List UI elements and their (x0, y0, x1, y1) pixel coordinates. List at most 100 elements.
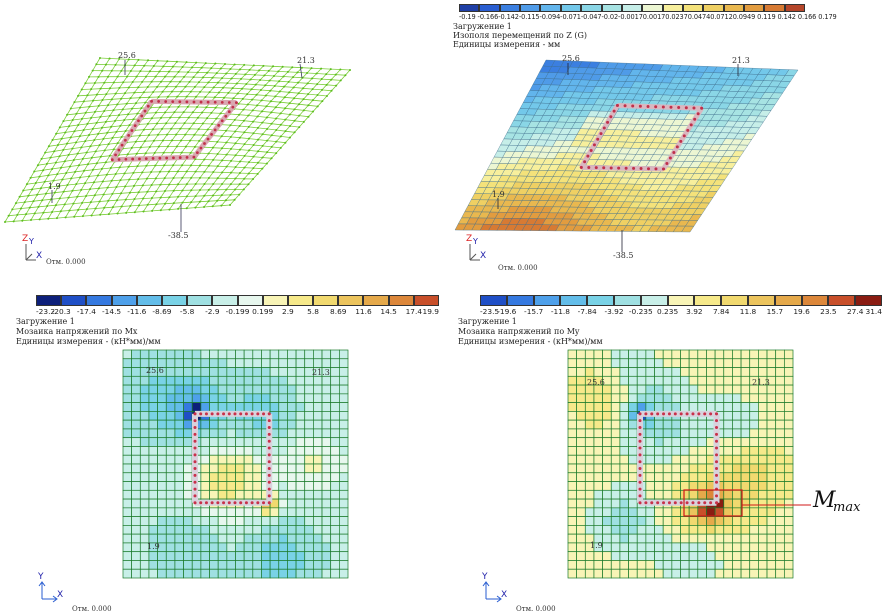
my-mosaic-svg (567, 349, 811, 579)
legend-swatch (601, 4, 622, 12)
wall-outline (110, 98, 239, 163)
legend-tick: -17.4 (76, 307, 96, 316)
legend-tick: 19.6 (793, 307, 810, 316)
legend-swatch (587, 295, 614, 306)
legend-swatch (36, 295, 62, 306)
elevation-label: Отм. 0.000 (72, 605, 112, 613)
axis-indicator: Z Y X (22, 234, 52, 266)
mmax-label: M (813, 488, 836, 513)
legend-tick: -0.235 (628, 307, 653, 316)
legend-swatch (828, 295, 856, 306)
legend-swatch (161, 295, 188, 306)
legend-swatch (662, 4, 683, 12)
legend-swatch (111, 295, 137, 306)
legend-swatch (363, 295, 389, 306)
legend-ticks-text: -0.19 -0.166-0.142-0.115-0.094-0.071-0.0… (459, 13, 837, 21)
legend-swatch (479, 4, 500, 12)
legend-swatch (540, 4, 561, 12)
legend-swatch (747, 295, 775, 306)
node-label-25-6: 25.6 (562, 54, 580, 63)
legend-tick: 17.4 (405, 307, 423, 316)
legend-tick: -2.9 (205, 307, 220, 316)
legend-tick: -20.3 (51, 307, 71, 316)
legend-tick-labels: -0.19 -0.166-0.142-0.115-0.094-0.071-0.0… (459, 13, 837, 22)
node-label-21-3: 21.3 (732, 56, 750, 65)
legend-tick: -19.6 (497, 307, 517, 316)
panel-displacement-isofields: -0.19 -0.166-0.142-0.115-0.094-0.071-0.0… (446, 0, 892, 280)
wall-outline (579, 103, 704, 172)
legend-tick: -3.92 (604, 307, 624, 316)
axis-indicator: Y X (36, 572, 66, 603)
loading-label: Загружение 1 (16, 317, 75, 326)
legend-swatch (613, 295, 641, 306)
legend-swatch (560, 295, 588, 306)
panel-my-mosaic: -23.5 -19.6 -15.7 -11.8 -7.84 -3.92 -0.235 0.23… (446, 290, 892, 616)
axis-y-label: Y (473, 237, 478, 246)
units-label: Единицы измерения - (кН*мм)/мм (16, 337, 161, 346)
plot-title: Мозаика напряжений по My (458, 327, 580, 336)
axis-indicator: Z Y X (466, 234, 496, 264)
legend-tick: 2.9 (281, 307, 294, 316)
legend-swatch (721, 295, 748, 306)
elevation-label: Отм. 0.000 (46, 258, 86, 266)
legend-swatch (682, 4, 704, 12)
displacement-plate-svg (454, 59, 799, 252)
legend-swatch (520, 4, 541, 12)
legend-swatch (313, 295, 339, 306)
legend-swatch (187, 295, 213, 306)
legend-swatch (533, 295, 561, 306)
legend-tick-labels: -23.2 -20.3 -17.4 -14.5 -11.6 -8.69 -5.8 -2.9 -0… (36, 307, 439, 317)
legend-swatch (774, 295, 802, 306)
legend-swatch (506, 295, 534, 306)
node-label-25-6: 25.6 (118, 51, 136, 60)
plot-title: Мозаика напряжений по Mx (16, 327, 138, 336)
legend-swatch (212, 295, 238, 306)
legend-swatch (723, 4, 745, 12)
legend-tick: -15.7 (524, 307, 544, 316)
legend-swatch (136, 295, 162, 306)
node-label-minus-38-5: -38.5 (613, 251, 634, 260)
legend-color-bar (459, 4, 806, 12)
legend-swatch (287, 295, 314, 306)
legend-tick: -0.199 (225, 307, 250, 316)
legend-swatch (642, 4, 663, 12)
legend-tick: -23.5 (480, 307, 500, 316)
legend-swatch (855, 295, 882, 306)
legend-tick: 27.4 (846, 307, 864, 316)
legend-tick: 5.8 (307, 307, 319, 316)
legend-swatch (703, 4, 724, 12)
legend-swatch (499, 4, 521, 12)
legend-tick: -8.69 (152, 307, 172, 316)
legend-swatch (560, 4, 582, 12)
legend-tick: 23.5 (820, 307, 837, 316)
isofield-cells (454, 59, 799, 233)
wall-outline (192, 410, 273, 506)
legend-tick: -7.84 (577, 307, 597, 316)
legend-tick: 11.6 (355, 307, 372, 316)
legend-swatch (61, 295, 87, 306)
legend-tick: -14.5 (102, 307, 122, 316)
elevation-label: Отм. 0.000 (498, 264, 538, 272)
legend-swatch (262, 295, 288, 306)
node-pointer (299, 63, 303, 79)
legend-swatch (338, 295, 364, 306)
legend-tick: 15.7 (766, 307, 784, 316)
legend-tick: 11.8 (739, 307, 757, 316)
mmax-highlight-box (683, 489, 743, 517)
legend-color-bar (480, 295, 882, 306)
legend-tick: 0.199 (252, 307, 274, 316)
node-label-1-9: 1.9 (492, 190, 505, 199)
node-label-21-3: 21.3 (312, 368, 330, 377)
legend-color-bar (36, 295, 439, 306)
node-label-21-3: 21.3 (297, 56, 315, 65)
legend-tick: 31.4 (865, 307, 882, 316)
node-label-25-6: 25.6 (587, 378, 605, 387)
wall-outline (637, 410, 720, 506)
legend-swatch (480, 295, 507, 306)
loading-label: Загружение 1 (453, 22, 512, 31)
panel-mx-mosaic: -23.2 -20.3 -17.4 -14.5 -11.6 -8.69 -5.8 -2.9 -0… (0, 290, 446, 616)
axis-y-label: Y (482, 572, 488, 582)
axis-z-label: Z (466, 234, 473, 244)
legend-swatch (86, 295, 112, 306)
legend-tick-labels: -23.5 -19.6 -15.7 -11.8 -7.84 -3.92 -0.235 0.23… (480, 307, 882, 317)
